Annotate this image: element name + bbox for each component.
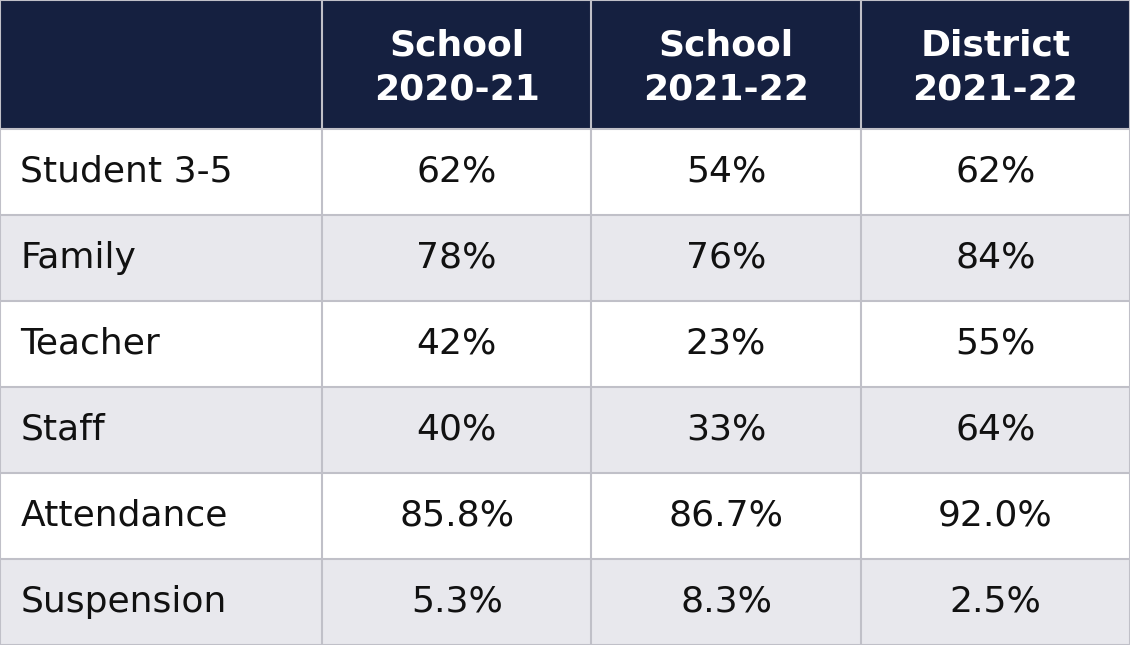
Text: 84%: 84% [955, 241, 1035, 275]
Bar [322, 559, 591, 645]
Bar [322, 387, 591, 473]
Text: 85.8%: 85.8% [399, 499, 514, 533]
Text: Suspension: Suspension [20, 585, 227, 619]
Bar [322, 215, 591, 301]
Bar [0, 129, 322, 215]
Bar [0, 559, 322, 645]
Bar [861, 387, 1130, 473]
Bar [0, 301, 322, 387]
Bar [591, 129, 861, 215]
Text: Attendance: Attendance [20, 499, 228, 533]
Text: 55%: 55% [955, 327, 1035, 361]
Bar [591, 559, 861, 645]
Text: Family: Family [20, 241, 137, 275]
Bar [591, 387, 861, 473]
Text: 2021-22: 2021-22 [912, 72, 1078, 106]
Text: 2.5%: 2.5% [949, 585, 1041, 619]
Bar [322, 0, 591, 129]
Text: 54%: 54% [686, 155, 766, 189]
Text: 40%: 40% [417, 413, 497, 447]
Text: 92.0%: 92.0% [938, 499, 1053, 533]
Bar [861, 0, 1130, 129]
Bar [861, 473, 1130, 559]
Text: 2020-21: 2020-21 [374, 72, 540, 106]
Bar [322, 301, 591, 387]
Text: District: District [920, 28, 1070, 62]
Bar [591, 215, 861, 301]
Bar [861, 559, 1130, 645]
Bar [591, 473, 861, 559]
Bar [861, 301, 1130, 387]
Bar [322, 129, 591, 215]
Text: School: School [389, 28, 524, 62]
Bar [322, 473, 591, 559]
Bar [0, 215, 322, 301]
Bar [861, 129, 1130, 215]
Text: 76%: 76% [686, 241, 766, 275]
Text: 78%: 78% [417, 241, 497, 275]
Bar [0, 473, 322, 559]
Text: 62%: 62% [955, 155, 1035, 189]
Text: 42%: 42% [417, 327, 497, 361]
Text: 86.7%: 86.7% [669, 499, 783, 533]
Bar [591, 0, 861, 129]
Text: 2021-22: 2021-22 [643, 72, 809, 106]
Text: 8.3%: 8.3% [680, 585, 772, 619]
Text: Teacher: Teacher [20, 327, 160, 361]
Bar [861, 215, 1130, 301]
Bar [591, 301, 861, 387]
Text: 62%: 62% [417, 155, 497, 189]
Text: 23%: 23% [686, 327, 766, 361]
Text: 64%: 64% [955, 413, 1035, 447]
Text: Student 3-5: Student 3-5 [20, 155, 233, 189]
Text: 5.3%: 5.3% [411, 585, 503, 619]
Bar [0, 387, 322, 473]
Text: School: School [659, 28, 793, 62]
Text: Staff: Staff [20, 413, 105, 447]
Bar [0, 0, 322, 129]
Text: 33%: 33% [686, 413, 766, 447]
